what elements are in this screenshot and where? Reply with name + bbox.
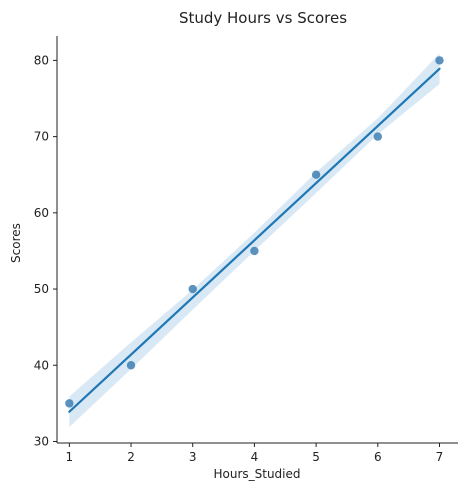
data-point (65, 399, 74, 408)
y-tick-label: 40 (34, 358, 49, 372)
plot-area (65, 53, 444, 427)
x-tick-label: 7 (436, 450, 444, 464)
y-tick-label: 30 (34, 434, 49, 448)
y-axis-ticks: 30 40 50 60 70 80 (34, 53, 57, 448)
chart-title: Study Hours vs Scores (179, 9, 347, 27)
y-tick-label: 80 (34, 53, 49, 67)
x-tick-label: 5 (312, 450, 320, 464)
x-axis-ticks: 1 2 3 4 5 6 7 (66, 443, 444, 464)
y-tick-label: 60 (34, 206, 49, 220)
y-tick-label: 70 (34, 130, 49, 144)
regression-line (68, 67, 441, 413)
data-point (373, 132, 382, 141)
data-point (435, 56, 444, 65)
x-tick-label: 4 (251, 450, 259, 464)
x-tick-label: 1 (66, 450, 74, 464)
y-axis-title: Scores (9, 223, 23, 263)
x-tick-label: 2 (127, 450, 135, 464)
data-point (188, 284, 197, 294)
x-tick-label: 6 (374, 450, 382, 464)
y-tick-label: 50 (34, 282, 49, 296)
data-point (126, 361, 136, 370)
data-point (311, 170, 321, 179)
x-tick-label: 3 (189, 450, 197, 464)
data-point (250, 246, 259, 256)
x-axis-title: Hours_Studied (213, 467, 300, 481)
data-points (65, 56, 444, 408)
